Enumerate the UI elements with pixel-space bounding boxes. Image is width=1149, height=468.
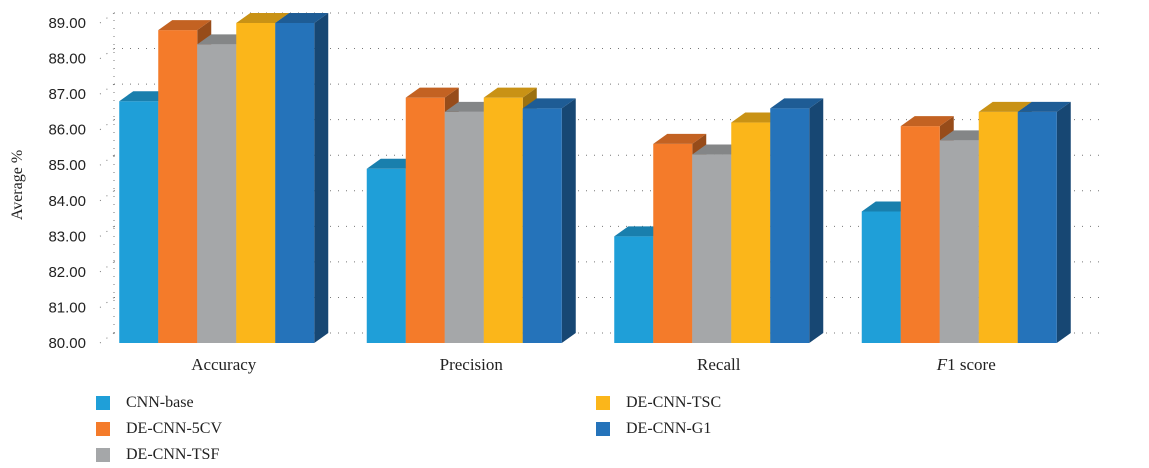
bar-top	[275, 13, 329, 23]
legend-label: CNN-base	[126, 394, 194, 411]
x-category-label: Recall	[697, 355, 741, 374]
grid-line-depth	[99, 225, 115, 237]
bar-top	[978, 101, 1032, 112]
bar-front	[444, 111, 484, 343]
bar-front	[614, 236, 654, 343]
bar-front	[770, 108, 810, 343]
bar	[1017, 101, 1071, 343]
bar	[770, 98, 824, 343]
bar-top	[1017, 101, 1071, 112]
legend-item: DE-CNN-TSF	[96, 446, 219, 464]
bar-front	[236, 23, 276, 343]
y-tick-label: 87.00	[48, 86, 86, 103]
grid-line-depth	[99, 332, 115, 344]
bar-front	[978, 111, 1018, 343]
x-category-label: Precision	[440, 355, 504, 374]
legend-label: DE-CNN-TSC	[626, 394, 722, 411]
bar-front	[692, 154, 732, 343]
bar-top	[653, 133, 707, 144]
grid-line-depth	[99, 297, 115, 308]
grid-line-depth	[99, 154, 115, 166]
bar-front	[900, 126, 940, 343]
bar-front	[366, 168, 406, 343]
legend-swatch	[96, 422, 110, 436]
bars	[119, 13, 1071, 344]
legend: CNN-base DE-CNN-5CV DE-CNN-TSF DE-CNN-TSC DE…	[96, 394, 1076, 468]
bar-front	[158, 30, 198, 343]
bar-front	[861, 211, 901, 343]
bar-top	[900, 116, 954, 127]
bar-side	[809, 98, 824, 343]
bar-front	[405, 97, 445, 344]
bar-front	[731, 122, 771, 343]
bar-side	[1056, 101, 1071, 343]
legend-label: DE-CNN-TSF	[126, 446, 220, 463]
bar-top	[770, 98, 824, 109]
x-category-label: F1 score	[936, 355, 996, 374]
legend-label: DE-CNN-G1	[626, 420, 712, 437]
legend-swatch	[96, 448, 110, 462]
y-tick-label: 86.00	[48, 122, 86, 139]
y-axis-ticks: 80.00 81.00 82.00 83.00 84.00 85.00 86.00 87.00…	[48, 15, 86, 352]
bar-side	[314, 13, 329, 343]
grid-line-depth	[99, 119, 115, 131]
bar-front	[939, 140, 979, 343]
legend-item: DE-CNN-5CV	[96, 420, 222, 438]
bar-top	[405, 87, 459, 98]
y-tick-label: 81.00	[48, 299, 86, 316]
y-tick-label: 84.00	[48, 193, 86, 210]
x-category-label: Accuracy	[191, 355, 257, 374]
y-tick-label: 85.00	[48, 157, 86, 174]
bar-front	[275, 23, 315, 343]
legend-swatch	[96, 396, 110, 410]
bar-front	[1017, 111, 1057, 343]
grid-line-depth	[99, 48, 115, 59]
y-axis-label: Average %	[9, 150, 26, 220]
y-tick-label: 89.00	[48, 15, 86, 32]
legend-item: CNN-base	[96, 394, 194, 412]
bar-top	[483, 87, 537, 98]
grid-line-depth	[99, 261, 115, 273]
bar-front	[522, 108, 562, 343]
y-tick-label: 83.00	[48, 228, 86, 245]
bar-front	[653, 143, 693, 343]
y-tick-label: 82.00	[48, 264, 86, 281]
bar-chart: 80.00 81.00 82.00 83.00 84.00 85.00 86.00 87.00…	[9, 12, 1104, 374]
y-tick-label: 80.00	[48, 335, 86, 352]
legend-item: DE-CNN-G1	[596, 420, 711, 438]
legend-swatch	[596, 396, 610, 410]
bar-top	[522, 98, 576, 109]
legend-item: DE-CNN-TSC	[596, 394, 721, 412]
bar	[522, 98, 576, 343]
bar-top	[236, 13, 290, 23]
grid-line-depth	[99, 83, 115, 95]
bar-side	[561, 98, 576, 343]
legend-swatch	[596, 422, 610, 436]
legend-label: DE-CNN-5CV	[126, 420, 222, 437]
bar	[275, 13, 329, 343]
bar-front	[483, 97, 523, 344]
x-axis-categories: Accuracy Precision Recall F1 score	[191, 355, 996, 374]
bar-top	[158, 20, 212, 31]
grid-line-depth	[99, 12, 115, 24]
y-tick-label: 88.00	[48, 51, 86, 68]
bar-front	[119, 101, 159, 343]
grid-line-depth	[99, 190, 115, 202]
bar-front	[197, 44, 237, 343]
